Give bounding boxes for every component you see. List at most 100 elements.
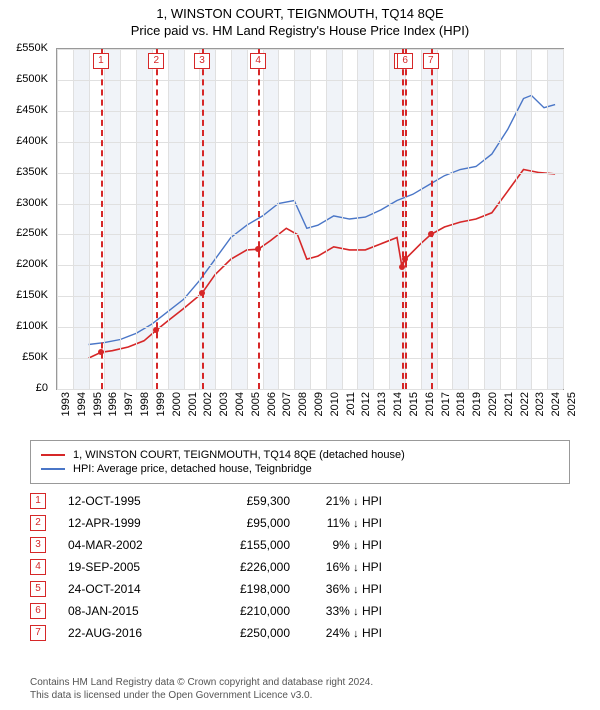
event-line	[402, 49, 404, 389]
event-price: £250,000	[200, 626, 290, 640]
event-row: 304-MAR-2002£155,0009% ↓ HPI	[30, 534, 570, 556]
gridline-v	[294, 49, 295, 389]
event-price: £210,000	[200, 604, 290, 618]
gridline-v	[484, 49, 485, 389]
x-tick-label: 2025	[566, 392, 578, 416]
event-marker-box: 1	[93, 53, 109, 69]
event-price: £95,000	[200, 516, 290, 530]
gridline-v	[326, 49, 327, 389]
y-tick-label: £300K	[8, 197, 48, 209]
y-tick-label: £150K	[8, 289, 48, 301]
x-tick-label: 2007	[281, 392, 293, 416]
event-price: £59,300	[200, 494, 290, 508]
x-tick-label: 1998	[139, 392, 151, 416]
x-tick-label: 2002	[202, 392, 214, 416]
x-tick-label: 2001	[187, 392, 199, 416]
event-price: £198,000	[200, 582, 290, 596]
events-table: 112-OCT-1995£59,30021% ↓ HPI212-APR-1999…	[30, 490, 570, 644]
event-marker-box: 2	[148, 53, 164, 69]
event-date: 08-JAN-2015	[68, 604, 178, 618]
y-tick-label: £0	[8, 382, 48, 394]
event-delta: 24% ↓ HPI	[312, 626, 382, 640]
event-date: 04-MAR-2002	[68, 538, 178, 552]
gridline-v	[247, 49, 248, 389]
plot-area: 1234567	[56, 48, 564, 390]
gridline-v	[73, 49, 74, 389]
gridline-v	[357, 49, 358, 389]
x-tick-label: 2008	[297, 392, 309, 416]
x-tick-label: 2020	[487, 392, 499, 416]
event-row: 608-JAN-2015£210,00033% ↓ HPI	[30, 600, 570, 622]
x-tick-label: 2003	[218, 392, 230, 416]
y-tick-label: £400K	[8, 135, 48, 147]
price-point	[402, 256, 408, 262]
legend-swatch-blue	[41, 468, 65, 470]
x-tick-label: 2009	[313, 392, 325, 416]
chart-subtitle: Price paid vs. HM Land Registry's House …	[0, 21, 600, 42]
event-num-box: 5	[30, 581, 46, 597]
event-delta: 33% ↓ HPI	[312, 604, 382, 618]
event-date: 24-OCT-2014	[68, 582, 178, 596]
event-marker-box: 3	[194, 53, 210, 69]
y-tick-label: £550K	[8, 42, 48, 54]
gridline-v	[563, 49, 564, 389]
x-tick-label: 2023	[534, 392, 546, 416]
gridline-v	[389, 49, 390, 389]
gridline-v	[500, 49, 501, 389]
gridline-v	[310, 49, 311, 389]
y-tick-label: £100K	[8, 320, 48, 332]
legend-label-red: 1, WINSTON COURT, TEIGNMOUTH, TQ14 8QE (…	[73, 449, 405, 461]
chart: 1234567 £0£50K£100K£150K£200K£250K£300K£…	[8, 42, 568, 432]
event-marker-box: 4	[250, 53, 266, 69]
event-delta: 21% ↓ HPI	[312, 494, 382, 508]
gridline-v	[168, 49, 169, 389]
x-tick-label: 2022	[519, 392, 531, 416]
event-price: £155,000	[200, 538, 290, 552]
gridline-v	[199, 49, 200, 389]
x-tick-label: 1993	[60, 392, 72, 416]
gridline-v	[231, 49, 232, 389]
x-tick-label: 2011	[345, 392, 357, 416]
event-date: 12-APR-1999	[68, 516, 178, 530]
event-delta: 36% ↓ HPI	[312, 582, 382, 596]
event-line	[156, 49, 158, 389]
y-tick-label: £200K	[8, 258, 48, 270]
series-blue	[89, 95, 555, 344]
x-tick-label: 2021	[503, 392, 515, 416]
event-date: 12-OCT-1995	[68, 494, 178, 508]
gridline-v	[104, 49, 105, 389]
x-tick-label: 1994	[76, 392, 88, 416]
event-num-box: 7	[30, 625, 46, 641]
page: 1, WINSTON COURT, TEIGNMOUTH, TQ14 8QE P…	[0, 0, 600, 710]
gridline-v	[437, 49, 438, 389]
gridline-v	[531, 49, 532, 389]
x-tick-label: 2014	[392, 392, 404, 416]
chart-title: 1, WINSTON COURT, TEIGNMOUTH, TQ14 8QE	[0, 0, 600, 21]
event-marker-box: 6	[397, 53, 413, 69]
y-tick-label: £350K	[8, 166, 48, 178]
event-date: 22-AUG-2016	[68, 626, 178, 640]
x-tick-label: 2005	[250, 392, 262, 416]
event-price: £226,000	[200, 560, 290, 574]
price-point	[98, 349, 104, 355]
x-tick-label: 2024	[550, 392, 562, 416]
gridline-v	[278, 49, 279, 389]
x-tick-label: 2015	[408, 392, 420, 416]
x-tick-label: 2010	[329, 392, 341, 416]
x-tick-label: 2012	[360, 392, 372, 416]
event-line	[405, 49, 407, 389]
footer-line2: This data is licensed under the Open Gov…	[30, 689, 373, 702]
x-tick-label: 1995	[92, 392, 104, 416]
legend-swatch-red	[41, 454, 65, 456]
y-tick-label: £50K	[8, 351, 48, 363]
event-line	[431, 49, 433, 389]
price-point	[153, 327, 159, 333]
gridline-v	[120, 49, 121, 389]
price-point	[255, 246, 261, 252]
gridline-v	[452, 49, 453, 389]
event-row: 212-APR-1999£95,00011% ↓ HPI	[30, 512, 570, 534]
x-tick-label: 2019	[471, 392, 483, 416]
gridline-v	[373, 49, 374, 389]
x-tick-label: 1996	[107, 392, 119, 416]
x-tick-label: 1997	[123, 392, 135, 416]
